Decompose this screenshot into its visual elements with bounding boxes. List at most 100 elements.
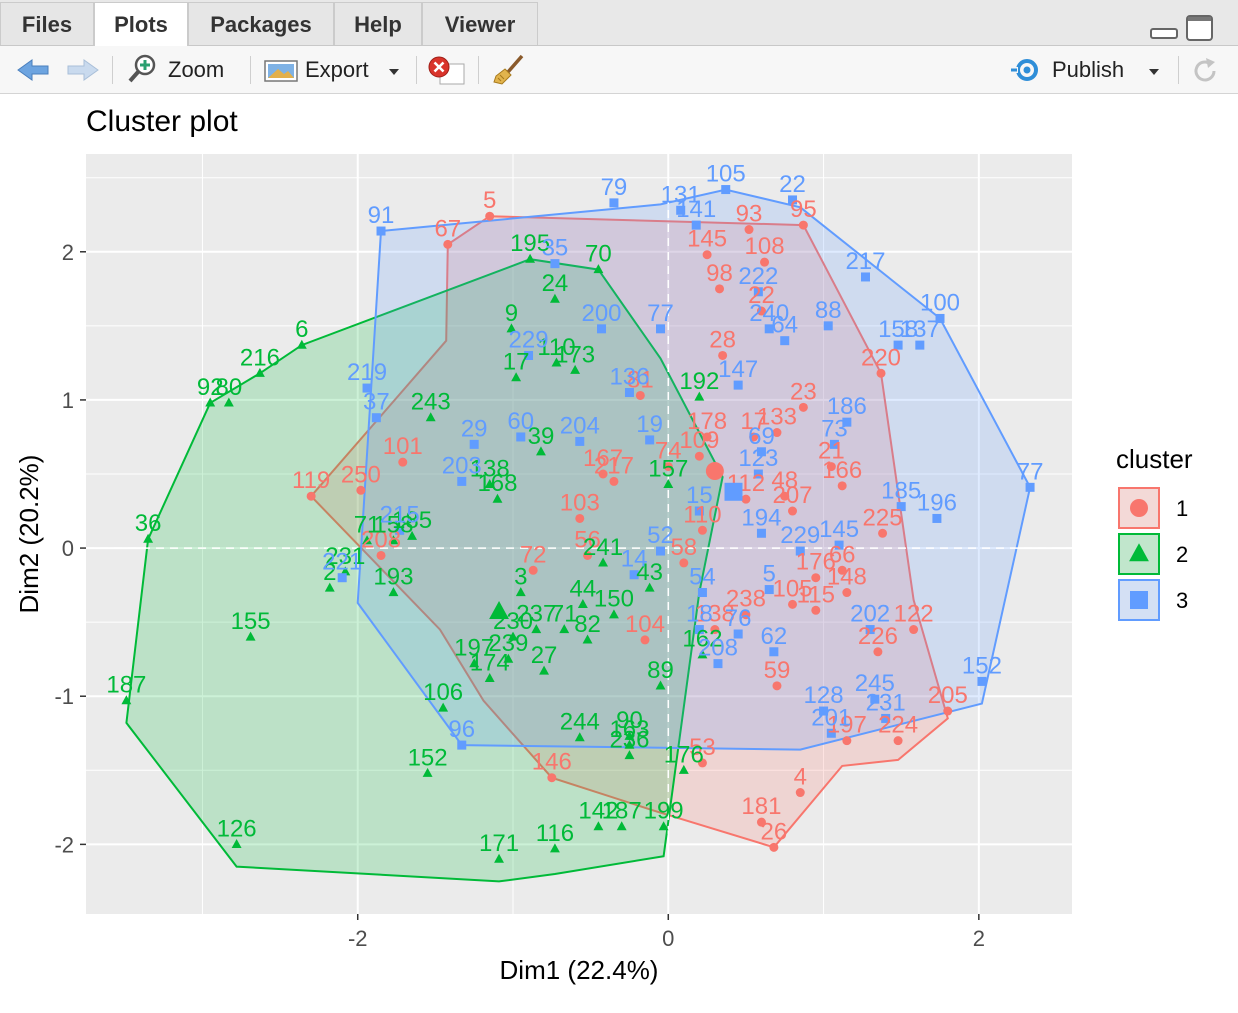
point-label: 142	[578, 798, 618, 825]
cluster-2-point	[494, 853, 504, 863]
point-label: 192	[679, 368, 719, 395]
cluster-2-point	[539, 665, 550, 675]
point-label: 133	[757, 404, 797, 431]
cluster-1-point	[583, 550, 593, 560]
legend-key-2-glyph	[1129, 543, 1149, 562]
cluster-3-point	[932, 513, 942, 523]
point-label: 171	[479, 830, 519, 857]
cluster-1-point	[756, 306, 766, 316]
cluster-2-point	[407, 530, 418, 540]
cluster-3-point	[629, 570, 639, 580]
point-label: 119	[292, 467, 330, 494]
cluster-3-point	[935, 313, 945, 323]
cluster-3-point	[881, 713, 891, 723]
cluster-2-center	[489, 600, 509, 619]
point-label: 131	[661, 181, 701, 208]
cluster-2-point	[678, 764, 689, 774]
toolbar-separator	[112, 56, 113, 84]
cluster-centers	[489, 462, 743, 619]
publish-icon[interactable]	[1010, 58, 1044, 82]
point-label: 93	[736, 201, 763, 228]
tab-help[interactable]: Help	[334, 2, 422, 45]
point-label: 58	[670, 534, 697, 561]
zoom-button[interactable]: Zoom	[168, 57, 225, 82]
point-label: 18	[686, 601, 713, 628]
tab-plots[interactable]: Plots	[94, 2, 188, 47]
publish-button[interactable]: Publish	[1052, 57, 1125, 82]
cluster-2-point	[484, 478, 495, 488]
cluster-2-point	[223, 397, 234, 407]
point-label: 88	[815, 297, 842, 324]
point-label: 174	[470, 649, 510, 676]
point-label: 205	[928, 682, 968, 709]
tab-viewer[interactable]: Viewer	[422, 2, 538, 45]
cluster-2-point	[663, 478, 674, 488]
cluster-3-point	[865, 625, 875, 635]
legend-key-3	[1118, 579, 1160, 621]
point-label: 17	[503, 349, 530, 376]
point-label: 136	[609, 364, 649, 391]
maximize-pane-icon[interactable]	[1186, 14, 1214, 42]
minimize-pane-icon[interactable]	[1150, 20, 1178, 40]
point-label: 9	[505, 300, 518, 327]
cluster-2-point	[531, 624, 542, 634]
pane-tab-bar: Files Plots Packages Help Viewer	[0, 0, 1238, 47]
cluster-3-point	[823, 321, 833, 331]
point-label: 162	[682, 626, 722, 653]
export-image-icon[interactable]	[264, 58, 298, 82]
export-button[interactable]: Export	[305, 57, 369, 82]
point-label: 101	[383, 433, 423, 460]
y-tick-label: 2	[62, 240, 74, 265]
point-label: 77	[647, 300, 674, 327]
point-label: 98	[706, 260, 733, 287]
y-tick-label: -1	[54, 684, 74, 709]
point-label: 225	[863, 504, 903, 531]
point-label: 193	[373, 564, 413, 591]
point-label: 44	[570, 575, 597, 602]
clear-all-broom-icon[interactable]	[492, 54, 524, 86]
cluster-1-point	[702, 432, 712, 442]
cluster-3-point	[395, 525, 405, 535]
publish-dropdown-chevron-icon[interactable]	[1148, 68, 1160, 76]
cluster-2-hull	[125, 258, 724, 883]
refresh-icon[interactable]	[1190, 56, 1220, 86]
point-label: 122	[894, 601, 934, 628]
cluster-2-point	[438, 702, 449, 712]
point-label: 3	[514, 564, 527, 591]
tab-files[interactable]: Files	[0, 2, 94, 45]
cluster-2-point	[624, 739, 635, 749]
export-dropdown-chevron-icon[interactable]	[388, 68, 400, 76]
cluster-1-point	[943, 706, 953, 716]
cluster-1-point	[694, 451, 704, 461]
point-label: 222	[738, 263, 778, 290]
cluster-3-point	[609, 198, 619, 208]
point-label: 110	[683, 501, 721, 528]
point-label: 208	[361, 526, 401, 553]
forward-arrow-icon[interactable]	[66, 58, 100, 82]
point-label: 146	[532, 749, 572, 776]
cluster-1-point	[837, 481, 847, 491]
point-label: 6	[295, 316, 308, 343]
cluster-3-point	[788, 195, 798, 205]
cluster-1-point	[376, 550, 386, 560]
axes: -2 0 2 -2 -1 0 1 2	[54, 240, 985, 951]
cluster-3-point	[795, 546, 805, 556]
cluster-3-point	[977, 676, 987, 686]
point-label: 216	[240, 344, 280, 371]
remove-plot-icon[interactable]	[428, 56, 466, 86]
cluster-2-point	[422, 767, 433, 777]
plot-viewer: Cluster plot 5 67 93 95 145 108 98 22 28 220 81 23 1…	[0, 94, 1238, 1008]
point-label: 128	[804, 682, 844, 709]
cluster-2-point	[388, 535, 399, 545]
point-label: 5	[763, 561, 776, 588]
tab-packages[interactable]: Packages	[188, 2, 334, 45]
back-arrow-icon[interactable]	[16, 58, 50, 82]
cluster-3-point	[575, 436, 585, 446]
cluster-2-point	[644, 582, 655, 592]
cluster-2-point	[655, 680, 666, 690]
zoom-icon[interactable]	[128, 54, 158, 84]
point-label: 21	[818, 438, 845, 465]
point-label: 48	[771, 467, 798, 494]
cluster-3-point	[780, 336, 790, 346]
